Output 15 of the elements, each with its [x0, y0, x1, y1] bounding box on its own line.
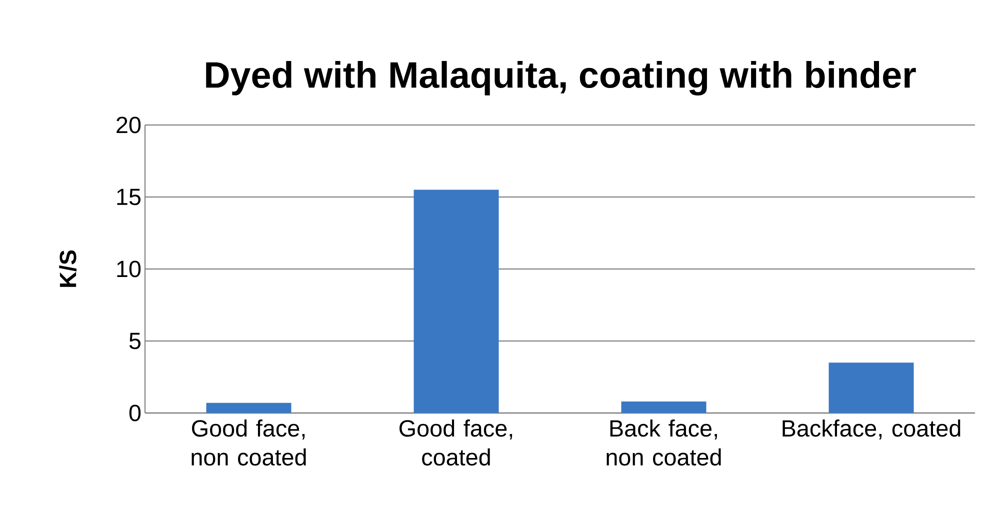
y-axis-title: K/S: [59, 250, 77, 287]
bar: [621, 401, 706, 413]
y-tick-label: 20: [116, 116, 141, 134]
bar: [206, 402, 292, 413]
x-tick-label: Backface, coated: [782, 420, 960, 440]
x-tick-label: Good face, non coated: [192, 420, 306, 466]
y-tick-label: 15: [117, 188, 140, 206]
x-tick-label: Good face, coated: [400, 420, 512, 466]
y-tick-label: 0: [129, 404, 141, 422]
y-tick-label: 10: [117, 260, 141, 278]
chart-title: Dyed with Malaquita, coating with binder: [206, 60, 916, 96]
bar: [414, 190, 499, 413]
y-tick-label: 5: [129, 332, 140, 350]
x-tick-label: Back face, non coated: [606, 420, 721, 466]
bar: [828, 362, 914, 413]
